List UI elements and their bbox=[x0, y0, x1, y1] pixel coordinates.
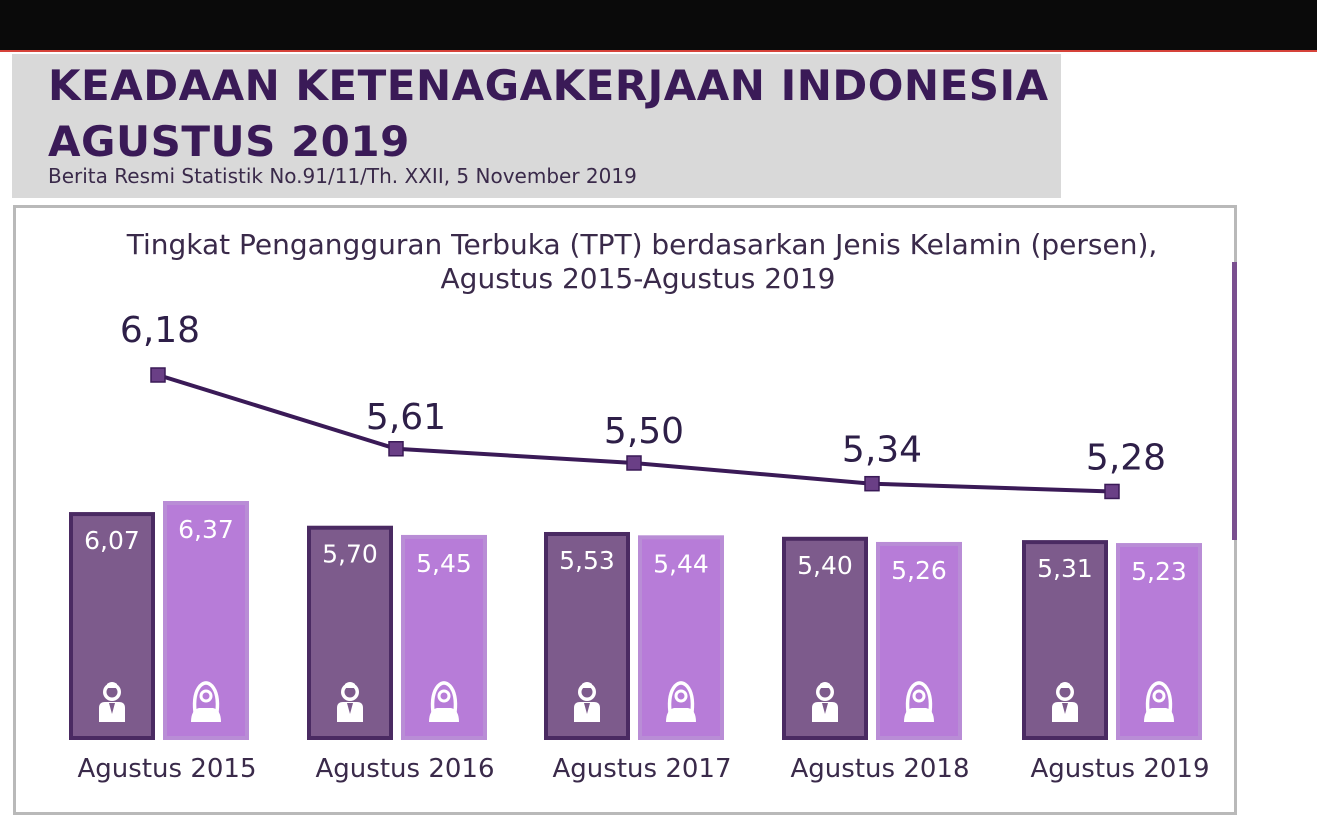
category-label-4: Agustus 2018 bbox=[791, 754, 970, 784]
female-value-label-4: 5,26 bbox=[891, 556, 947, 585]
line-value-label-4: 5,34 bbox=[842, 430, 922, 471]
page-subtitle: Berita Resmi Statistik No.91/11/Th. XXII… bbox=[48, 164, 637, 188]
female-bar-5 bbox=[1116, 543, 1202, 740]
top-bar bbox=[0, 0, 1317, 52]
title-line-1: KEADAAN KETENAGAKERJAAN INDONESIA bbox=[48, 61, 1049, 110]
category-label-3: Agustus 2017 bbox=[553, 754, 732, 784]
male-value-label-3: 5,53 bbox=[559, 546, 615, 575]
line-layer bbox=[150, 367, 1120, 500]
female-value-label-1: 6,37 bbox=[178, 515, 234, 544]
line-value-label-5: 5,28 bbox=[1086, 437, 1166, 478]
female-bar-4 bbox=[876, 541, 962, 740]
line-value-label-2: 5,61 bbox=[366, 397, 446, 438]
line-point-3 bbox=[626, 455, 642, 471]
line-value-label-1: 6,18 bbox=[120, 310, 200, 351]
female-value-label-2: 5,45 bbox=[416, 549, 472, 578]
female-bar-2 bbox=[401, 534, 487, 741]
tpt-chart: Tingkat Pengangguran Terbuka (TPT) berda… bbox=[69, 228, 1210, 784]
panel-edge-accent bbox=[1232, 262, 1237, 540]
header-box bbox=[12, 54, 1061, 198]
chart-subtitle: Agustus 2015-Agustus 2019 bbox=[441, 262, 836, 295]
male-value-label-2: 5,70 bbox=[322, 540, 378, 569]
labels-layer: 6,07 5,70 5,53 5,40 5,31 6,37 5,45 5,44 5,26 5,23… bbox=[78, 310, 1210, 784]
line-point-4 bbox=[864, 475, 880, 492]
line-value-label-3: 5,50 bbox=[604, 411, 684, 452]
female-bar-1 bbox=[163, 501, 249, 740]
female-bar-3 bbox=[638, 535, 724, 740]
category-label-2: Agustus 2016 bbox=[316, 754, 495, 784]
chart-title: Tingkat Pengangguran Terbuka (TPT) berda… bbox=[126, 228, 1158, 261]
female-value-label-5: 5,23 bbox=[1131, 557, 1187, 586]
title-line-2: AGUSTUS 2019 bbox=[48, 117, 410, 166]
male-value-label-4: 5,40 bbox=[797, 551, 853, 580]
line-point-5 bbox=[1104, 483, 1120, 500]
page-title: KEADAAN KETENAGAKERJAAN INDONESIA AGUSTU… bbox=[48, 58, 1058, 170]
bars-layer bbox=[69, 501, 1202, 741]
line-point-2 bbox=[388, 441, 404, 457]
category-label-5: Agustus 2019 bbox=[1031, 754, 1210, 784]
line-point-1 bbox=[150, 367, 166, 383]
male-value-label-5: 5,31 bbox=[1037, 554, 1093, 583]
male-value-label-1: 6,07 bbox=[84, 526, 140, 555]
female-value-label-3: 5,44 bbox=[653, 549, 709, 578]
category-label-1: Agustus 2015 bbox=[78, 754, 257, 784]
